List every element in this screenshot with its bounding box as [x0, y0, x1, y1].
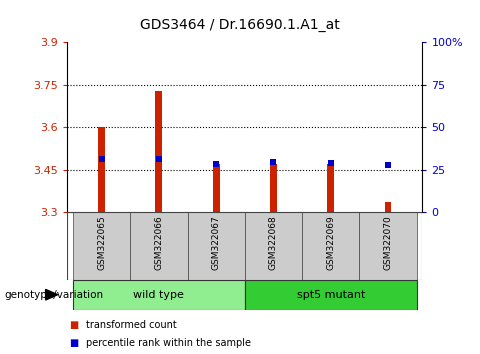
Bar [130, 212, 188, 280]
Text: ■: ■ [70, 338, 79, 348]
Bar [213, 164, 219, 212]
Text: GSM322067: GSM322067 [212, 215, 221, 270]
Text: wild type: wild type [133, 290, 184, 300]
Text: transformed count: transformed count [86, 320, 177, 330]
Bar [302, 212, 360, 280]
Text: genotype/variation: genotype/variation [5, 290, 104, 300]
Bar [384, 202, 392, 212]
Bar [98, 127, 105, 212]
Bar [188, 212, 245, 280]
Bar [73, 280, 245, 310]
Bar [360, 212, 417, 280]
Text: GSM322069: GSM322069 [326, 215, 335, 270]
Bar [270, 164, 277, 212]
Text: ■: ■ [70, 320, 79, 330]
Bar [327, 164, 334, 212]
Polygon shape [46, 290, 58, 300]
Bar [156, 91, 162, 212]
Text: GSM322068: GSM322068 [269, 215, 278, 270]
Bar [245, 280, 417, 310]
Bar [73, 212, 130, 280]
Text: GDS3464 / Dr.16690.1.A1_at: GDS3464 / Dr.16690.1.A1_at [140, 18, 340, 32]
Text: GSM322065: GSM322065 [97, 215, 106, 270]
Text: percentile rank within the sample: percentile rank within the sample [86, 338, 252, 348]
Bar [245, 212, 302, 280]
Text: GSM322070: GSM322070 [384, 215, 393, 270]
Text: GSM322066: GSM322066 [155, 215, 163, 270]
Text: spt5 mutant: spt5 mutant [297, 290, 365, 300]
